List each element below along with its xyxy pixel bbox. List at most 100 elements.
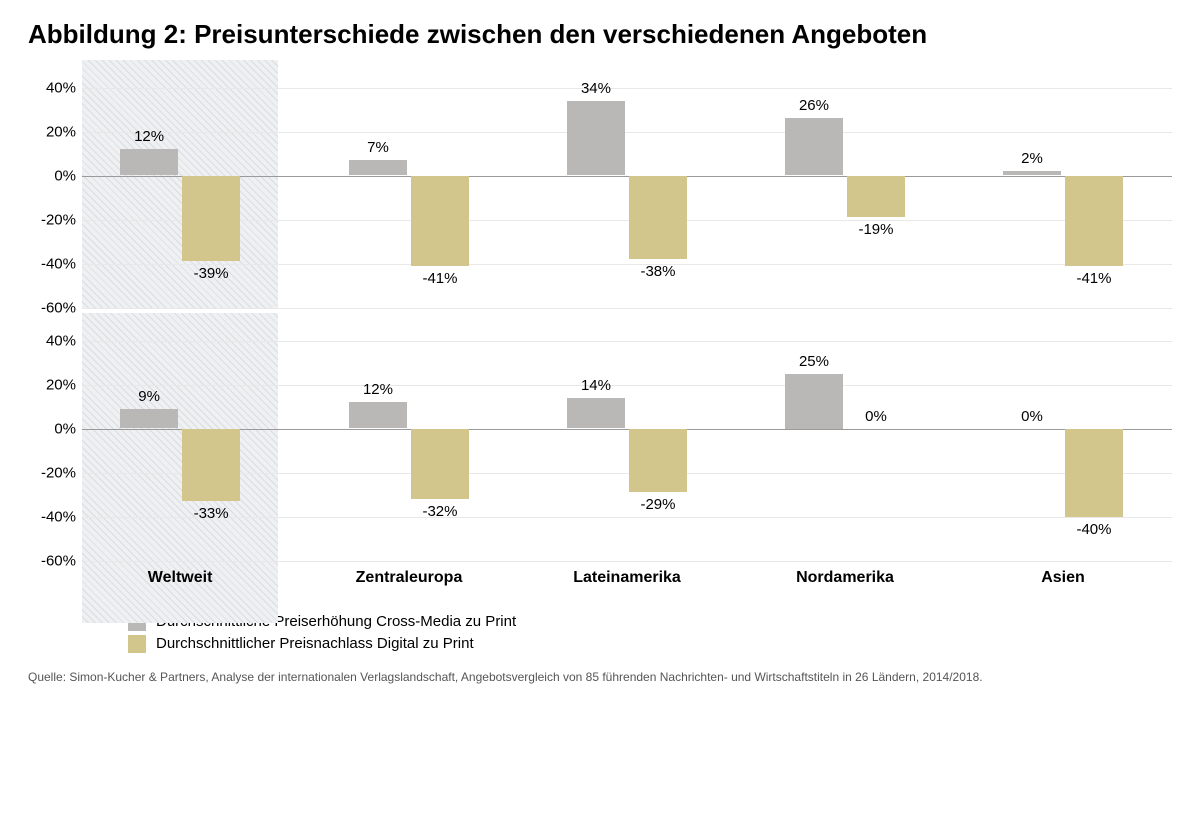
legend: Durchschnittliche Preiserhöhung Cross-Me… — [128, 613, 1172, 653]
bar — [567, 101, 625, 176]
bar-wrap: -19% — [847, 88, 905, 308]
bar-wrap: -29% — [629, 341, 687, 561]
bar — [120, 409, 178, 429]
bar — [847, 176, 905, 218]
bar-value-label: 12% — [134, 128, 164, 145]
grid-line — [82, 561, 1172, 562]
bar-wrap: 2% — [1003, 88, 1061, 308]
bar-value-label: 26% — [799, 97, 829, 114]
bar-wrap: 0% — [1003, 341, 1061, 561]
bar-wrap: 9% — [120, 341, 178, 561]
x-category-label: Lateinamerika — [573, 569, 681, 587]
legend-swatch-b-icon — [128, 635, 146, 653]
y-tick-label: 0% — [54, 420, 76, 437]
bar-value-label: 7% — [367, 139, 389, 156]
bar — [182, 176, 240, 262]
bar-value-label: 12% — [363, 381, 393, 398]
bar-wrap: 12% — [349, 341, 407, 561]
bar-wrap: -41% — [411, 88, 469, 308]
bar-value-label: -41% — [422, 270, 457, 287]
y-tick-label: -40% — [41, 255, 76, 272]
bar-wrap: 7% — [349, 88, 407, 308]
bar — [785, 118, 843, 175]
bar — [629, 176, 687, 260]
y-tick-label: 40% — [46, 332, 76, 349]
bar-value-label: -29% — [640, 496, 675, 513]
bar-wrap: 0% — [847, 341, 905, 561]
bar-value-label: 2% — [1021, 150, 1043, 167]
y-tick-label: -40% — [41, 508, 76, 525]
bar — [567, 398, 625, 429]
plot-area: 9% -33% 12% -32% 14% -29% 25% 0% 0% -40% — [82, 341, 1172, 561]
bar-value-label: -38% — [640, 263, 675, 280]
y-tick-label: 20% — [46, 123, 76, 140]
bar-value-label: 0% — [865, 408, 887, 425]
bar-group: 34% -38% — [529, 88, 725, 308]
bar-value-label: -41% — [1076, 270, 1111, 287]
bar-group: 14% -29% — [529, 341, 725, 561]
bar-group: 26% -19% — [747, 88, 943, 308]
bar — [120, 149, 178, 175]
legend-item-b: Durchschnittlicher Preisnachlass Digital… — [128, 635, 1172, 653]
bar — [349, 402, 407, 428]
bar-group: 12% -32% — [311, 341, 507, 561]
bar — [1065, 176, 1123, 266]
bar — [349, 160, 407, 175]
legend-item-a: Durchschnittliche Preiserhöhung Cross-Me… — [128, 613, 1172, 631]
legend-label-b: Durchschnittlicher Preisnachlass Digital… — [156, 635, 474, 652]
chart-panel: 201440%20%0%-20%-40%-60%12%-39%7%-41%34%… — [28, 61, 1172, 308]
bar-group: 0% -40% — [965, 341, 1161, 561]
bar-value-label: -32% — [422, 503, 457, 520]
bar — [1065, 429, 1123, 517]
bar-value-label: 34% — [581, 80, 611, 97]
bar-group: 25% 0% — [747, 341, 943, 561]
x-category-label: Zentraleuropa — [356, 569, 463, 587]
grid-line — [82, 308, 1172, 309]
chart-title: Abbildung 2: Preisunterschiede zwischen … — [28, 18, 1172, 51]
y-tick-label: -20% — [41, 211, 76, 228]
bar-wrap: 25% — [785, 341, 843, 561]
y-axis: 40%20%0%-20%-40%-60% — [28, 341, 82, 561]
plot-area: 12% -39% 7% -41% 34% -38% 26% -19% 2% -41% — [82, 88, 1172, 308]
y-tick-label: 0% — [54, 167, 76, 184]
chart-panels: 201440%20%0%-20%-40%-60%12%-39%7%-41%34%… — [28, 61, 1172, 561]
y-axis: 40%20%0%-20%-40%-60% — [28, 88, 82, 308]
bar — [411, 429, 469, 499]
source-text: Quelle: Simon-Kucher & Partners, Analyse… — [28, 669, 1172, 686]
bar-wrap: 14% — [567, 341, 625, 561]
bar — [629, 429, 687, 493]
y-tick-label: 20% — [46, 376, 76, 393]
bar-value-label: 9% — [138, 388, 160, 405]
bar-group: 9% -33% — [82, 341, 278, 561]
bar-group: 2% -41% — [965, 88, 1161, 308]
bar-value-label: -33% — [194, 505, 229, 522]
bar-value-label: 14% — [581, 377, 611, 394]
y-tick-label: -20% — [41, 464, 76, 481]
bar — [182, 429, 240, 502]
bar-wrap: -40% — [1065, 341, 1123, 561]
bar-value-label: -39% — [194, 265, 229, 282]
x-category-label: Nordamerika — [796, 569, 894, 587]
bar-wrap: 12% — [120, 88, 178, 308]
bar-wrap: -33% — [182, 341, 240, 561]
y-tick-label: 40% — [46, 79, 76, 96]
bar-value-label: -40% — [1076, 521, 1111, 538]
bar-value-label: 25% — [799, 353, 829, 370]
bar-value-label: -19% — [858, 221, 893, 238]
bar-wrap: -39% — [182, 88, 240, 308]
x-category-label: Weltweit — [148, 569, 213, 587]
x-axis-labels: Weltweit Zentraleuropa Lateinamerika Nordam… — [82, 569, 1172, 599]
bar-wrap: -38% — [629, 88, 687, 308]
bar-wrap: 26% — [785, 88, 843, 308]
bar-wrap: -32% — [411, 341, 469, 561]
bar-group: 7% -41% — [311, 88, 507, 308]
bar-value-label: 0% — [1021, 408, 1043, 425]
bar-wrap: -41% — [1065, 88, 1123, 308]
bar-wrap: 34% — [567, 88, 625, 308]
bar — [785, 374, 843, 429]
chart-panel: 201840%20%0%-20%-40%-60%9%-33%12%-32%14%… — [28, 314, 1172, 561]
bar — [411, 176, 469, 266]
bar — [1003, 171, 1061, 175]
bar-group: 12% -39% — [82, 88, 278, 308]
x-category-label: Asien — [1041, 569, 1085, 587]
